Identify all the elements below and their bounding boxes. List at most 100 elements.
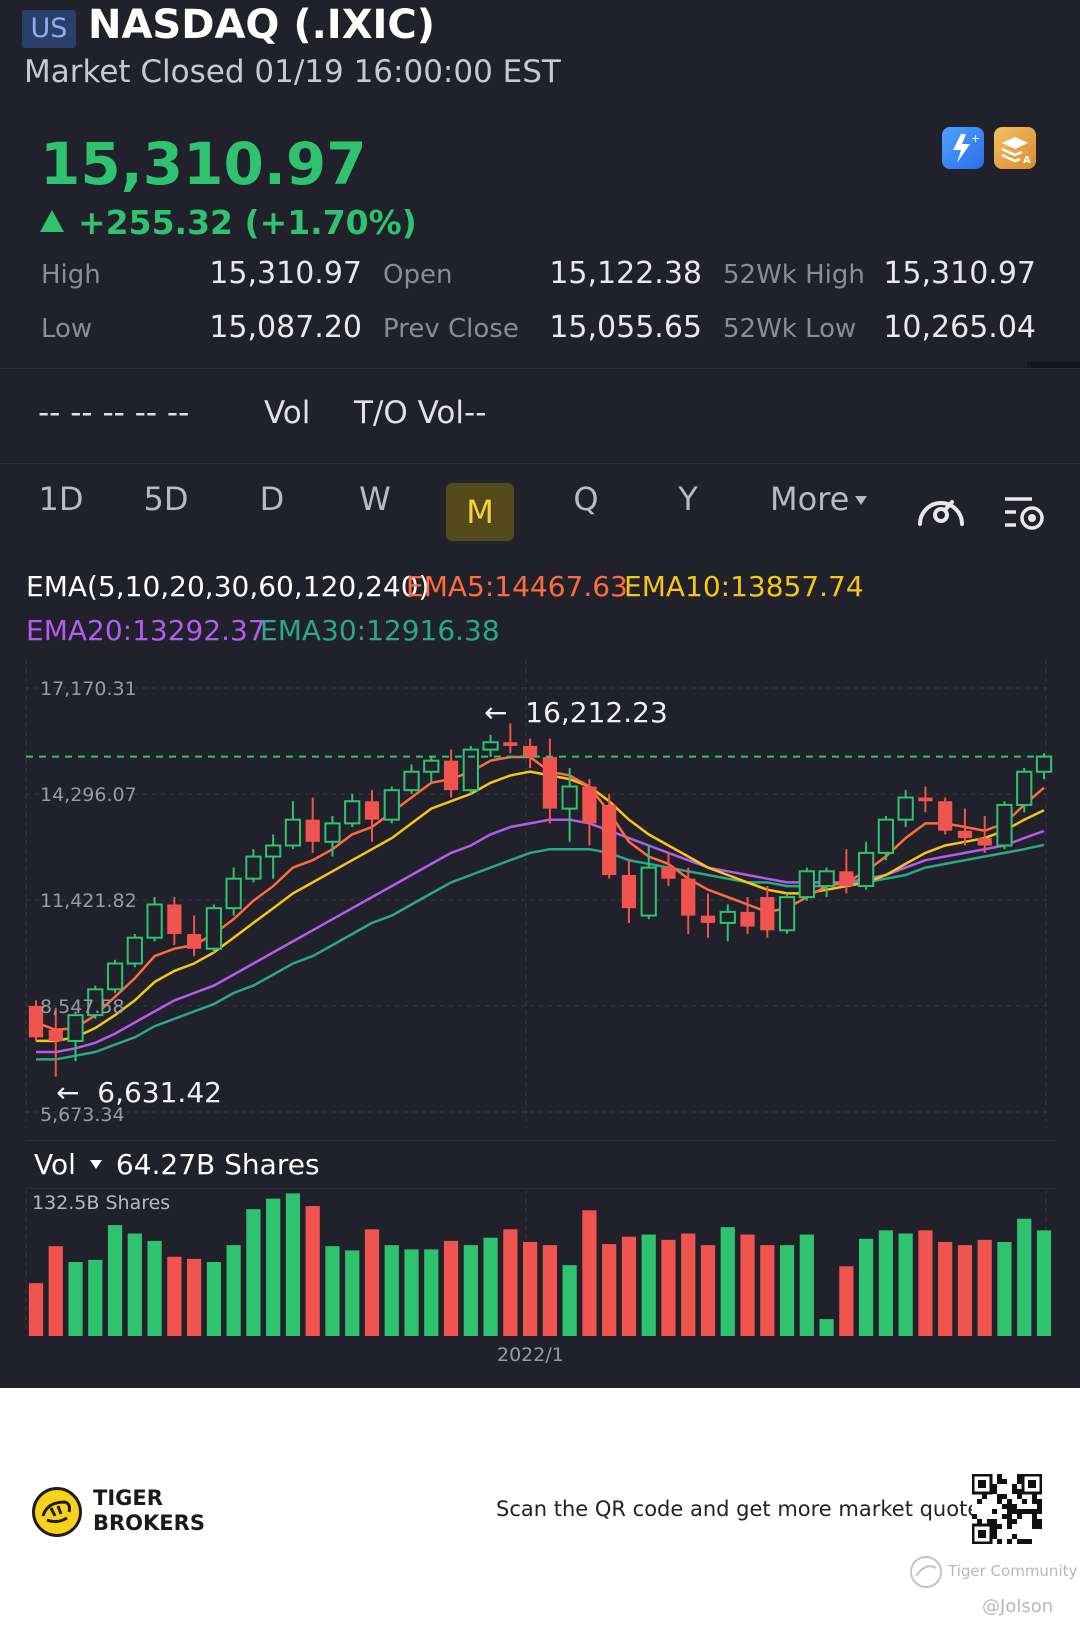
chart-settings-icon[interactable] xyxy=(1002,492,1048,536)
candle-up xyxy=(324,822,341,843)
left-arrow-icon: ← xyxy=(484,696,526,729)
brand-name: TIGER BROKERS xyxy=(93,1486,205,1536)
candle-up xyxy=(383,789,400,821)
volume-bar xyxy=(285,1193,301,1336)
volume-bar xyxy=(127,1233,142,1336)
qr-module xyxy=(992,1484,997,1489)
caret-down-icon xyxy=(89,1160,102,1169)
volume-bar xyxy=(443,1240,459,1336)
candle-down xyxy=(364,801,380,820)
volume-bar xyxy=(760,1245,775,1336)
volume-bar xyxy=(878,1230,893,1336)
stat-value-52wk-low: 10,265.04 xyxy=(883,310,1036,345)
candle-down xyxy=(48,1029,63,1041)
qr-module xyxy=(1032,1524,1037,1529)
volume-bar xyxy=(1036,1230,1052,1336)
flash-news-icon[interactable]: + xyxy=(942,127,984,169)
qr-module xyxy=(1012,1489,1017,1494)
stat-label-low: Low xyxy=(41,314,93,344)
candle-up xyxy=(284,818,302,847)
tab-m[interactable]: M xyxy=(446,483,514,541)
y-axis-tick: 8,547.58 xyxy=(40,996,125,1018)
layers-icon[interactable]: A xyxy=(994,127,1036,169)
qr-module xyxy=(1002,1504,1007,1509)
qr-module xyxy=(1027,1539,1032,1544)
candle-down xyxy=(700,915,716,923)
volume-bar xyxy=(700,1245,716,1336)
qr-module xyxy=(977,1499,982,1504)
volume-bar xyxy=(384,1245,399,1336)
ema30-value: EMA30:12916.38 xyxy=(260,614,500,647)
candle-up xyxy=(462,748,479,792)
volume-max-label: 132.5B Shares xyxy=(32,1192,171,1214)
up-arrow-icon xyxy=(40,210,64,232)
gauge-icon[interactable] xyxy=(914,490,968,534)
volume-bar xyxy=(859,1238,874,1336)
volume-bar xyxy=(582,1210,597,1336)
candle-up xyxy=(344,800,361,825)
candlestick-chart[interactable] xyxy=(0,660,1080,1140)
candle-down xyxy=(839,871,854,887)
tab-y[interactable]: Y xyxy=(678,480,698,518)
watermark: @Jolson xyxy=(982,1596,1054,1617)
qr-module xyxy=(1012,1519,1017,1524)
x-axis-label: 2022/1 xyxy=(497,1344,564,1366)
tab-5d[interactable]: 5D xyxy=(143,480,189,518)
qr-module xyxy=(997,1494,1002,1499)
community-logo-icon xyxy=(906,1554,946,1594)
svg-text:A: A xyxy=(1023,155,1031,166)
tab-q[interactable]: Q xyxy=(573,480,599,518)
qr-module xyxy=(1002,1494,1007,1499)
qr-module xyxy=(1037,1499,1042,1504)
tab-w[interactable]: W xyxy=(359,480,391,518)
volume-bar xyxy=(602,1244,617,1336)
qr-module xyxy=(992,1489,997,1494)
volume-bar xyxy=(325,1246,340,1336)
candle-up xyxy=(858,851,875,888)
qr-finder-center xyxy=(978,1480,986,1488)
volume-chart xyxy=(25,1190,1052,1336)
qr-module xyxy=(1037,1504,1042,1509)
turnover-volume: T/O Vol-- xyxy=(354,395,487,431)
volume-bar xyxy=(1017,1218,1032,1336)
qr-module xyxy=(992,1534,997,1539)
qr-module xyxy=(1022,1499,1027,1504)
stat-label-open: Open xyxy=(383,260,453,290)
candle-down xyxy=(681,878,696,916)
candle-up xyxy=(67,1014,84,1042)
candle-down xyxy=(187,933,202,949)
qr-code-icon xyxy=(972,1474,1042,1544)
qr-module xyxy=(997,1474,1002,1479)
volume-dropdown[interactable]: Vol 64.27B Shares xyxy=(34,1148,320,1181)
qr-module xyxy=(997,1479,1002,1484)
qr-module xyxy=(982,1494,987,1499)
volume-bar xyxy=(404,1249,419,1336)
market-status: Market Closed 01/19 16:00:00 EST xyxy=(24,54,561,90)
stat-label-52wk-low: 52Wk Low xyxy=(723,314,857,344)
last-price: 15,310.97 xyxy=(40,130,367,198)
app-screen xyxy=(0,0,1080,1388)
candle-up xyxy=(877,818,894,854)
candle-up xyxy=(561,785,578,810)
candle-down xyxy=(918,797,933,802)
tab-d[interactable]: D xyxy=(259,480,285,518)
volume-label: Vol xyxy=(264,395,311,431)
candle-up xyxy=(106,962,124,991)
ema-lines xyxy=(35,755,1045,1061)
volume-bar xyxy=(206,1262,221,1336)
stat-value-open: 15,122.38 xyxy=(549,256,702,291)
volume-bar xyxy=(562,1265,577,1336)
volume-bar xyxy=(720,1227,735,1336)
qr-module xyxy=(1007,1514,1012,1519)
qr-module xyxy=(1022,1539,1027,1544)
candle-down xyxy=(582,786,597,824)
volume-dropdown-label: Vol xyxy=(34,1148,76,1181)
svg-text:+: + xyxy=(971,132,980,145)
more-dropdown[interactable]: More xyxy=(770,480,868,518)
page-title: NASDAQ (.IXIC) xyxy=(88,2,436,48)
ema20-value: EMA20:13292.37 xyxy=(26,614,266,647)
candle-up xyxy=(818,870,835,888)
volume-bars xyxy=(28,1193,1052,1336)
qr-module xyxy=(997,1499,1002,1504)
tab-1d[interactable]: 1D xyxy=(38,480,84,518)
